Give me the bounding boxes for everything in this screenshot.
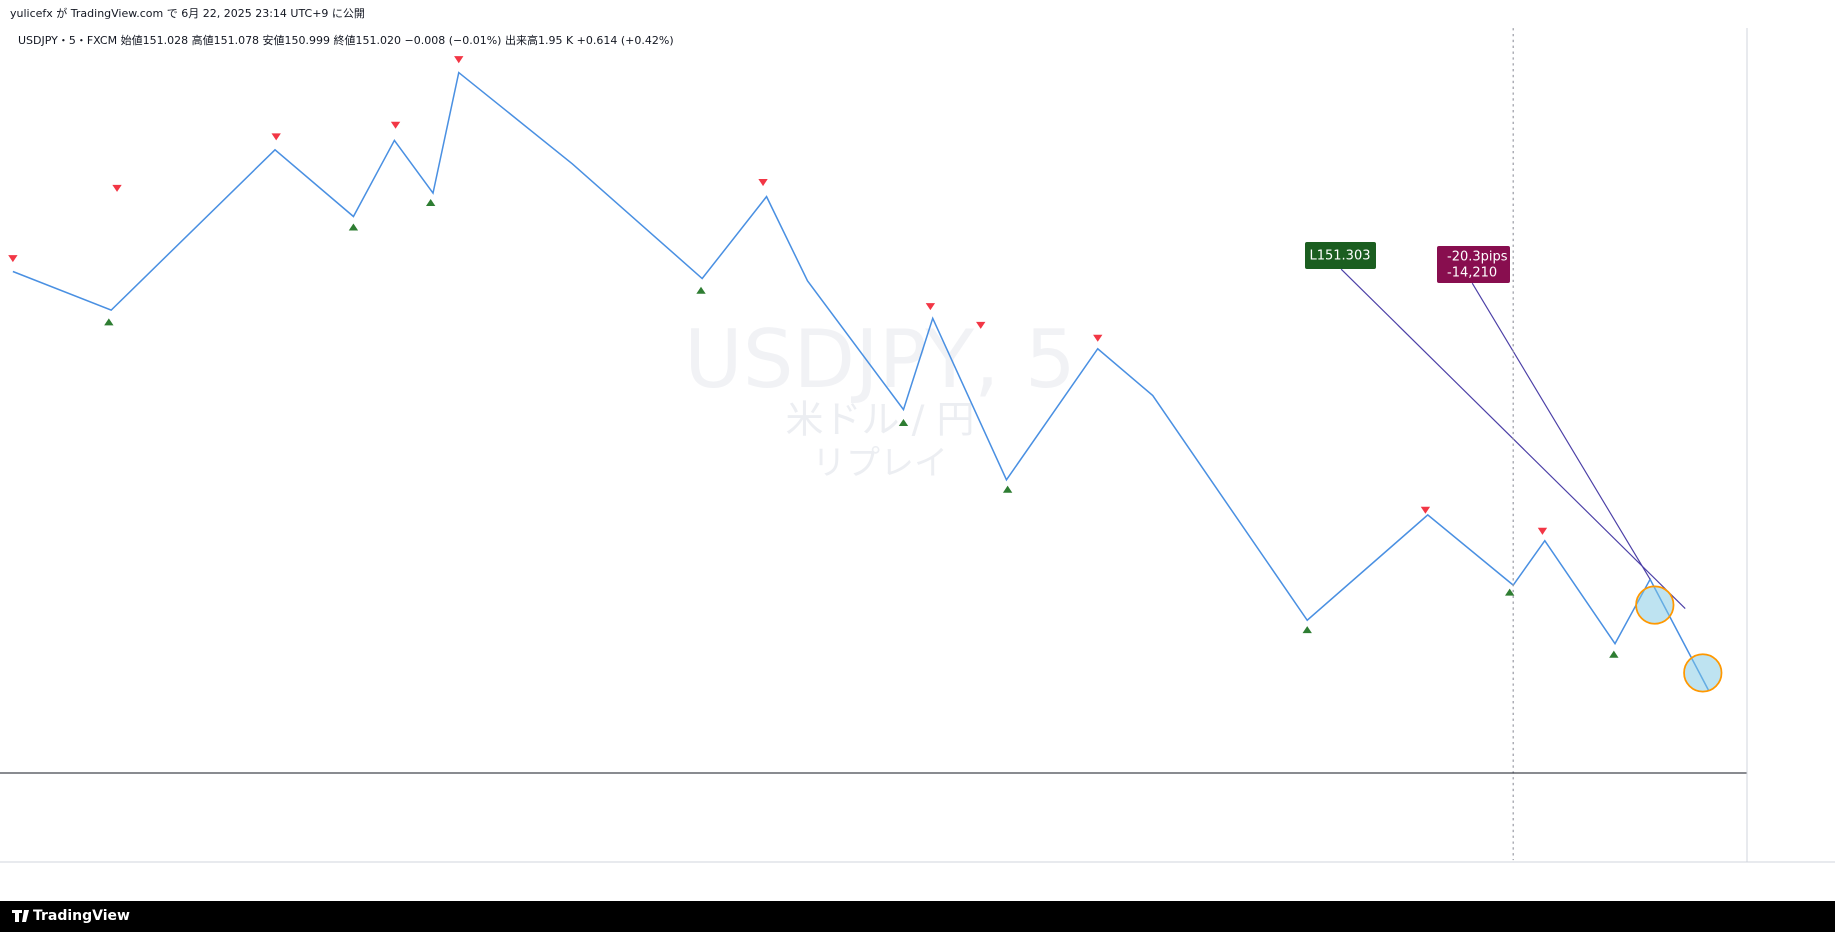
footer-logo [12, 910, 29, 922]
watermark: USDJPY, 5 米ドル / 円 リプレイ [684, 313, 1076, 484]
watermark-name: 米ドル / 円 [786, 398, 975, 442]
position-box [1305, 242, 1376, 269]
pnl-amount: -14,210 [1447, 266, 1497, 281]
trend-line [1471, 282, 1651, 580]
pivot-lows [104, 198, 1619, 658]
publish-info: yulicefx が TradingView.com で 6月 22, 2025… [10, 6, 365, 20]
pnl-box [1437, 246, 1510, 283]
header-bar [0, 0, 1835, 28]
drawings [8, 28, 1723, 861]
position-label: L151.303 [1309, 249, 1370, 264]
highlight [1635, 585, 1675, 625]
highlight [1683, 653, 1723, 693]
zigzag [12, 71, 1710, 691]
symbol-legend: USDJPY・5・FXCM 始値151.028 高値151.078 安値150.… [18, 33, 674, 47]
footer-brand: TradingView [33, 908, 130, 924]
watermark-replay: リプレイ [812, 444, 948, 484]
footer-bar [0, 901, 1835, 932]
watermark-symbol: USDJPY, 5 [684, 313, 1076, 406]
pnl-pips: -20.3pips [1447, 250, 1508, 265]
pivot-highs [8, 56, 1548, 535]
